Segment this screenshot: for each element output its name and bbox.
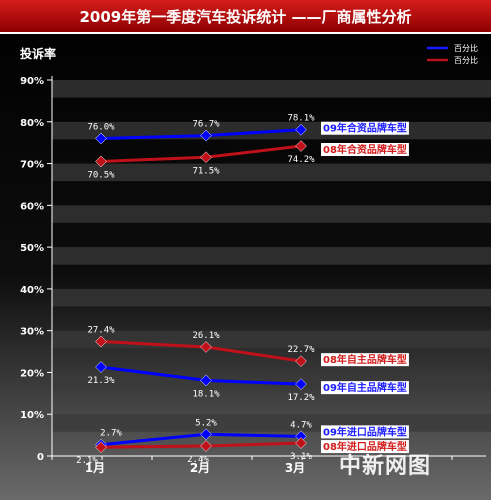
data-point (295, 437, 307, 449)
grid-band (52, 80, 491, 98)
data-label: 76.0% (87, 122, 115, 132)
series-name-label: 08年自主品牌车型 (323, 353, 407, 366)
series-name-background (321, 121, 409, 135)
data-label: 4.7% (290, 420, 312, 430)
series-name-background (321, 440, 409, 454)
grid-band (52, 247, 491, 265)
series-name-background (321, 353, 409, 367)
grid-band (52, 330, 491, 349)
x-tick-label: 2月 (190, 461, 210, 475)
chart-title: 2009年第一季度汽车投诉统计 ——厂商属性分析 (0, 0, 491, 34)
series-name-background (321, 425, 409, 439)
data-label: 76.7% (192, 120, 220, 130)
legend-label: 百分比 (454, 55, 478, 65)
data-label: 3.1% (290, 452, 312, 462)
data-point (95, 155, 107, 168)
y-tick-label: 30% (20, 327, 44, 338)
data-label: 2.1% (76, 456, 98, 466)
data-point (200, 374, 212, 387)
data-label: 2.7% (100, 429, 122, 439)
data-point (295, 378, 307, 390)
data-label: 18.1% (192, 389, 220, 399)
series-name-label: 09年合资品牌车型 (323, 122, 407, 135)
data-point (295, 123, 307, 136)
data-point (295, 355, 307, 368)
y-tick-label: 90% (20, 76, 44, 87)
watermark-text: 中新网图 (338, 454, 431, 479)
series-name-label: 08年合资品牌车型 (323, 143, 407, 156)
data-point (200, 151, 212, 164)
legend-label: 百分比 (454, 43, 478, 53)
data-label: 70.5% (87, 170, 115, 180)
series-name-label: 09年进口品牌车型 (323, 425, 407, 438)
data-point (95, 361, 107, 373)
grid-band (52, 205, 491, 223)
y-tick-label: 0 (37, 452, 44, 463)
data-point (95, 132, 107, 145)
series-name-background (321, 381, 409, 395)
grid-band (52, 163, 491, 182)
data-point (200, 428, 212, 441)
grid-band (52, 372, 491, 390)
x-tick-label: 3月 (285, 461, 305, 475)
data-label: 26.1% (192, 331, 220, 341)
data-label: 78.1% (287, 114, 315, 124)
data-label: 74.2% (287, 155, 315, 165)
y-axis-title: 投诉率 (20, 46, 56, 61)
data-point (95, 335, 107, 348)
y-tick-label: 60% (20, 201, 44, 212)
data-label: 5.2% (195, 418, 217, 428)
data-label: 71.5% (192, 166, 220, 176)
data-point (200, 129, 212, 142)
data-point (200, 440, 212, 452)
data-label: 27.4% (87, 326, 115, 336)
data-label: 22.7% (287, 345, 315, 355)
y-tick-label: 20% (20, 368, 44, 379)
data-label: 17.2% (287, 393, 315, 403)
data-point (295, 140, 307, 152)
data-point (95, 441, 107, 454)
series-name-label: 08年进口品牌车型 (323, 440, 407, 453)
data-label: 21.3% (87, 376, 115, 386)
data-label: 2.4% (187, 455, 209, 465)
grid-band (52, 288, 491, 307)
y-tick-label: 10% (20, 410, 44, 421)
y-tick-label: 70% (20, 160, 44, 171)
y-tick-label: 50% (20, 243, 44, 254)
data-point (200, 341, 212, 353)
series-name-label: 09年自主品牌车型 (323, 381, 407, 394)
x-tick-label: 1月 (85, 461, 105, 475)
y-tick-label: 40% (20, 285, 44, 296)
series-name-background (321, 143, 409, 157)
y-tick-label: 80% (20, 118, 44, 129)
